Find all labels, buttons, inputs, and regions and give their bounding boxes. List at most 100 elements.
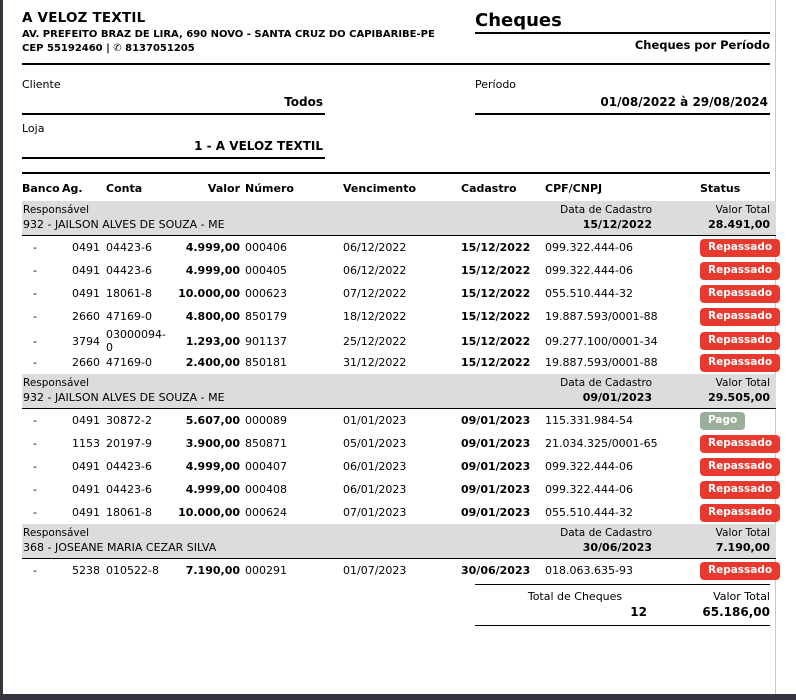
cell-valor: 4.999,00 [185,483,240,496]
filter-cliente: Cliente Todos [22,78,325,115]
cell-ag: 2660 [72,310,100,323]
table-row: - 0491 04423-6 4.999,00 000406 06/12/202… [22,236,781,259]
cell-vencimento: 06/01/2023 [343,460,407,473]
valor-total-value: 29.505,00 [708,391,770,404]
cell-cadastro: 15/12/2022 [461,310,531,323]
filter-loja-value: 1 - A VELOZ TEXTIL [22,136,325,159]
group-rows: - 0491 30872-2 5.607,00 000089 01/01/202… [22,409,781,524]
cell-numero: 000089 [245,414,287,427]
cell-cpf-cnpj: 055.510.444-32 [545,506,633,519]
cell-vencimento: 07/12/2022 [343,287,407,300]
cell-banco: - [33,310,37,323]
report-title: Cheques [475,10,770,34]
cell-cpf-cnpj: 099.322.444-06 [545,241,633,254]
window-left-border [0,0,3,700]
cell-cpf-cnpj: 09.277.100/0001-34 [545,334,658,348]
cell-cadastro: 15/12/2022 [461,287,531,300]
cell-valor: 3.900,00 [185,437,240,450]
cell-valor: 4.800,00 [185,310,240,323]
status-badge: Repassado [700,561,781,580]
cell-cpf-cnpj: 19.887.593/0001-88 [545,310,658,323]
cell-cadastro: 09/01/2023 [461,460,531,473]
cell-vencimento: 06/12/2022 [343,264,407,277]
status-badge: Repassado [700,261,781,280]
cell-cpf-cnpj: 115.331.984-54 [545,414,633,427]
cell-valor: 5.607,00 [185,414,240,427]
cell-vencimento: 05/01/2023 [343,437,407,450]
filter-cliente-label: Cliente [22,78,61,91]
group-rows: - 0491 04423-6 4.999,00 000406 06/12/202… [22,236,781,374]
col-header-conta: Conta [106,182,143,195]
cell-cadastro: 09/01/2023 [461,483,531,496]
cell-status: Repassado [698,561,781,580]
cell-valor: 1.293,00 [185,334,240,348]
group-data-cadastro: Data de Cadastro 09/01/2023 [560,377,652,404]
report-header: A VELOZ TEXTIL AV. PREFEITO BRAZ DE LIRA… [22,10,770,65]
col-header-ag: Ag. [62,182,83,195]
responsavel-label: Responsável [23,204,89,216]
report-title-block: Cheques Cheques por Período [475,10,770,54]
company-address: AV. PREFEITO BRAZ DE LIRA, 690 NOVO - SA… [22,29,435,40]
cell-ag: 2660 [72,356,100,369]
status-badge: Repassado [700,353,781,372]
cell-cadastro: 15/12/2022 [461,241,531,254]
data-cadastro-label: Data de Cadastro [560,377,652,389]
data-cadastro-value: 09/01/2023 [582,391,652,404]
cell-ag: 0491 [72,414,100,427]
cell-ag: 0491 [72,460,100,473]
col-header-vencimento: Vencimento [343,182,417,195]
total-valor-label: Valor Total [713,590,770,603]
cell-valor: 7.190,00 [185,564,240,577]
cell-ag: 3794 [72,334,100,348]
cell-banco: - [33,506,37,519]
cell-cadastro: 30/06/2023 [461,564,531,577]
cell-conta: 47169-0 [106,356,152,369]
cell-status: Repassado [698,307,781,326]
status-badge: Repassado [700,434,781,453]
report-subtitle: Cheques por Período [634,38,770,52]
cell-vencimento: 06/12/2022 [343,241,407,254]
col-header-status: Status [700,182,741,195]
filter-loja: Loja 1 - A VELOZ TEXTIL [22,122,325,159]
valor-total-label: Valor Total [715,527,770,539]
group-valor-total: Valor Total 29.505,00 [652,377,770,404]
cell-conta: 18061-8 [106,506,152,519]
cell-numero: 000408 [245,483,287,496]
col-header-numero: Número [245,182,294,195]
cell-status: Repassado [698,332,781,350]
table-row: - 0491 18061-8 10.000,00 000623 07/12/20… [22,282,781,305]
group-band: Responsável 368 - JOSEANE MARIA CEZAR SI… [22,524,776,559]
table-row: - 0491 04423-6 4.999,00 000408 06/01/202… [22,478,781,501]
cell-ag: 0491 [72,287,100,300]
cell-numero: 000624 [245,506,287,519]
cell-cadastro: 09/01/2023 [461,414,531,427]
status-badge: Repassado [700,332,781,350]
total-valor-value: 65.186,00 [702,605,770,619]
cell-numero: 000406 [245,241,287,254]
cell-banco: - [33,356,37,369]
cell-ag: 0491 [72,241,100,254]
valor-total-label: Valor Total [715,204,770,216]
cell-cpf-cnpj: 099.322.444-06 [545,460,633,473]
col-header-cadastro: Cadastro [461,182,517,195]
cell-status: Pago [698,411,770,430]
table-header-row: Banco Ag. Conta Valor Número Vencimento … [22,172,770,201]
cell-vencimento: 07/01/2023 [343,506,407,519]
total-cheques: Total de Cheques 12 [475,590,675,619]
cell-numero: 850179 [245,310,287,323]
responsavel-group: Responsável 368 - JOSEANE MARIA CEZAR SI… [22,524,781,582]
company-name: A VELOZ TEXTIL [22,10,146,26]
cell-cpf-cnpj: 055.510.444-32 [545,287,633,300]
cell-valor: 4.999,00 [185,460,240,473]
cell-banco: - [33,241,37,254]
responsavel-name: 932 - JAILSON ALVES DE SOUZA - ME [23,391,225,404]
data-cadastro-label: Data de Cadastro [560,527,652,539]
cell-numero: 000407 [245,460,287,473]
cell-status: Repassado [698,480,781,499]
cell-vencimento: 06/01/2023 [343,483,407,496]
filter-periodo-label: Período [475,78,517,91]
cheques-table: Banco Ag. Conta Valor Número Vencimento … [22,172,781,582]
data-cadastro-value: 30/06/2023 [582,541,652,554]
table-body: Responsável 932 - JAILSON ALVES DE SOUZA… [22,201,781,582]
total-cheques-value: 12 [630,605,647,619]
